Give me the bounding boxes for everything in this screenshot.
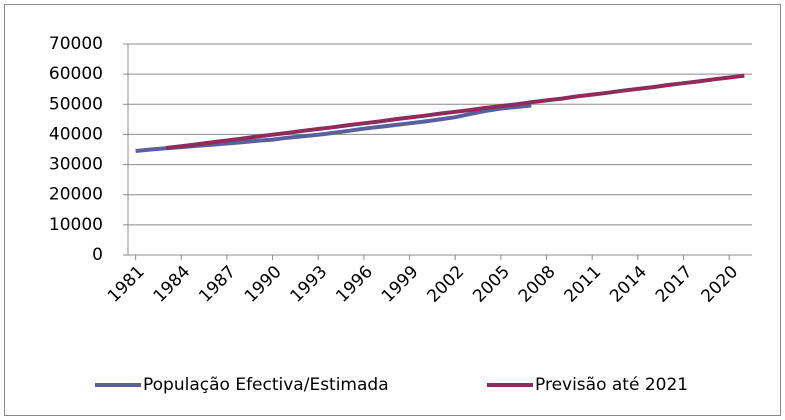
y-tick-label: 60000	[49, 64, 103, 84]
y-tick-label: 30000	[49, 155, 103, 175]
y-tick-label: 20000	[49, 185, 103, 205]
chart-border	[4, 4, 781, 416]
y-tick-label: 10000	[49, 215, 103, 235]
legend-label: População Efectiva/Estimada	[143, 375, 389, 395]
series-line	[165, 73, 745, 150]
y-tick-label: 50000	[49, 94, 103, 114]
y-tick-label: 70000	[49, 34, 103, 54]
y-tick-label: 40000	[49, 124, 103, 144]
y-tick-label: 0	[92, 245, 103, 265]
legend-label: Previsão até 2021	[535, 375, 688, 395]
